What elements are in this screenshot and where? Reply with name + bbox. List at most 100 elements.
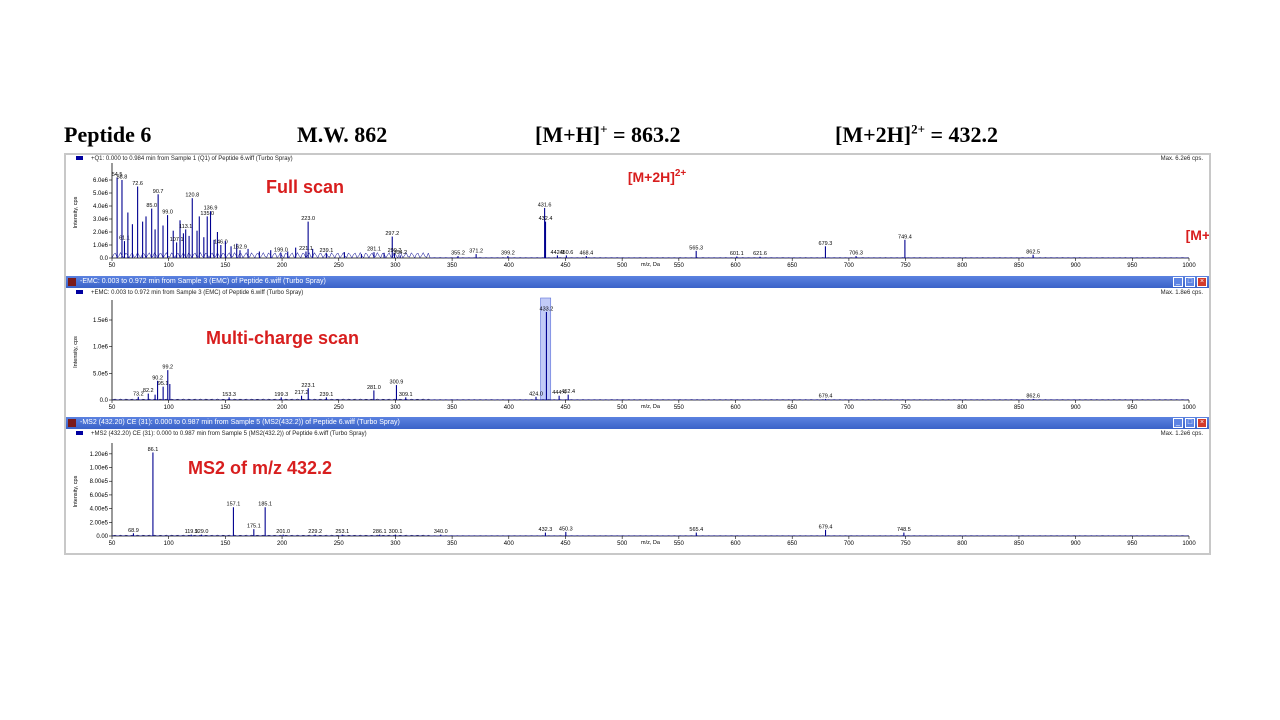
peak-label: 468.4 — [579, 251, 593, 257]
x-tick-label: 50 — [109, 405, 116, 411]
x-tick-label: 950 — [1127, 541, 1138, 547]
y-tick-label: 5.0e5 — [93, 371, 109, 377]
y-tick-label: 1.5e6 — [93, 318, 109, 324]
peak-label: 162.9 — [233, 245, 247, 251]
emc-title-text: -EMC: 0.003 to 0.972 min from Sample 3 (… — [80, 278, 326, 285]
peak-label: 199.0 — [274, 247, 288, 253]
x-tick-label: 200 — [277, 263, 288, 269]
x-tick-label: 900 — [1071, 263, 1082, 269]
y-axis-label: Intensity, cps — [73, 475, 79, 507]
peak-label: 565.4 — [689, 527, 703, 533]
ms2-info-text: +MS2 (432.20) CE (31): 0.000 to 0.987 mi… — [91, 431, 367, 437]
peak-label: 862.6 — [1026, 393, 1040, 399]
ms2-panel: -MS2 (432.20) CE (31): 0.000 to 0.987 mi… — [66, 417, 1209, 551]
x-tick-label: 400 — [504, 541, 515, 547]
x-tick-label: 650 — [787, 405, 798, 411]
x-tick-label: 1000 — [1182, 405, 1196, 411]
peak-label: 239.1 — [319, 248, 333, 254]
x-tick-label: 200 — [277, 541, 288, 547]
peak-label: 175.1 — [247, 524, 261, 530]
peak-label: 281.0 — [367, 385, 381, 391]
y-tick-label: 1.00e6 — [90, 466, 109, 472]
peak-label: 221.1 — [299, 246, 313, 252]
peak-label: 90.7 — [153, 189, 164, 195]
x-tick-label: 250 — [334, 541, 345, 547]
window-menu-icon[interactable] — [68, 278, 76, 286]
peak-label: 99.2 — [162, 365, 173, 371]
peak-label: 749.4 — [898, 234, 912, 240]
legend-swatch-icon — [76, 156, 83, 161]
full-scan-info: +Q1: 0.000 to 0.984 min from Sample 1 (Q… — [76, 156, 1203, 162]
y-tick-label: 3.0e6 — [93, 217, 109, 223]
x-tick-label: 750 — [901, 405, 912, 411]
peak-label: 146.0 — [214, 240, 228, 246]
peak-label: 355.2 — [451, 251, 465, 257]
y-axis-label: Intensity, cps — [73, 336, 79, 368]
x-tick-label: 450 — [560, 263, 571, 269]
y-tick-label: 5.0e6 — [93, 191, 109, 197]
minimize-icon[interactable]: _ — [1173, 277, 1183, 287]
x-tick-label: 150 — [220, 405, 231, 411]
full-scan-info-text: +Q1: 0.000 to 0.984 min from Sample 1 (Q… — [91, 156, 293, 162]
full-scan-chart: 50 100 150 200 250 300 350 400 450 500 550 600 650 70… — [73, 163, 1209, 269]
m2h-prefix: [M+2H] — [835, 122, 912, 147]
figure-header: Peptide 6 M.W. 862 [M+H]+ = 863.2 [M+2H]… — [0, 122, 1280, 156]
y-tick-label: 2.00e5 — [90, 520, 109, 526]
peak-label: 54.5 — [112, 172, 123, 178]
restore-icon[interactable]: □ — [1185, 277, 1195, 287]
ion-annotation-charge: 2+ — [675, 168, 687, 179]
full-scan-max: Max. 6.2e6 cps. — [1160, 156, 1203, 162]
selection-highlight — [540, 297, 552, 401]
x-tick-label: 550 — [674, 541, 685, 547]
x-tick-label: 900 — [1071, 405, 1082, 411]
chart-annotation: Multi-charge scan — [206, 328, 359, 348]
peak-label: 601.1 — [730, 251, 744, 257]
x-tick-label: 800 — [957, 405, 968, 411]
x-tick-label: 1000 — [1182, 263, 1196, 269]
x-axis-label: m/z, Da — [641, 404, 661, 410]
peak-label: 452.4 — [561, 389, 575, 395]
peptide-label: Peptide 6 — [64, 122, 152, 147]
x-tick-label: 400 — [504, 263, 515, 269]
peak-label: 300.1 — [389, 529, 403, 535]
peak-label: 433.2 — [540, 307, 554, 313]
peak-label: 424.0 — [529, 391, 543, 397]
peak-label: 135.0 — [200, 211, 214, 217]
peak-label: 119.9 — [185, 529, 198, 535]
y-axis-label: Intensity, cps — [73, 196, 79, 228]
peak-label: 340.0 — [434, 529, 448, 535]
x-tick-label: 150 — [220, 263, 231, 269]
x-tick-label: 100 — [164, 263, 175, 269]
peak-label: 432.3 — [539, 527, 553, 533]
ion-annotation: [M+2H]2+ — [628, 168, 687, 185]
y-tick-label: 6.0e6 — [93, 178, 109, 184]
x-tick-label: 850 — [1014, 541, 1025, 547]
chart-annotation: MS2 of m/z 432.2 — [188, 458, 332, 478]
x-tick-label: 500 — [617, 405, 628, 411]
x-tick-label: 250 — [334, 405, 345, 411]
window-menu-icon[interactable] — [68, 419, 76, 427]
peak-label: 748.5 — [897, 527, 911, 533]
x-tick-label: 300 — [390, 405, 401, 411]
emc-title-bar[interactable]: -EMC: 0.003 to 0.972 min from Sample 3 (… — [66, 276, 1209, 288]
ms2-title-bar[interactable]: -MS2 (432.20) CE (31): 0.000 to 0.987 mi… — [66, 417, 1209, 429]
mh-value: = 863.2 — [607, 122, 681, 147]
x-tick-label: 750 — [901, 263, 912, 269]
y-tick-label: 8.00e5 — [90, 479, 109, 485]
x-tick-label: 800 — [957, 263, 968, 269]
x-tick-label: 850 — [1014, 405, 1025, 411]
minimize-icon[interactable]: _ — [1173, 418, 1183, 428]
close-icon[interactable]: × — [1197, 418, 1207, 428]
peak-label: 229.2 — [308, 529, 322, 535]
peak-label: 223.1 — [301, 383, 315, 389]
y-tick-label: 1.20e6 — [90, 452, 109, 458]
peak-label: 450.6 — [559, 250, 573, 256]
restore-icon[interactable]: □ — [1185, 418, 1195, 428]
peak-label: 58.8 — [117, 175, 128, 181]
legend-swatch-icon — [76, 290, 83, 295]
peak-label: 68.9 — [128, 528, 139, 534]
m2h-value: = 432.2 — [925, 122, 999, 147]
peak-label: 223.0 — [301, 216, 315, 222]
close-icon[interactable]: × — [1197, 277, 1207, 287]
peak-label: 286.1 — [373, 529, 387, 535]
